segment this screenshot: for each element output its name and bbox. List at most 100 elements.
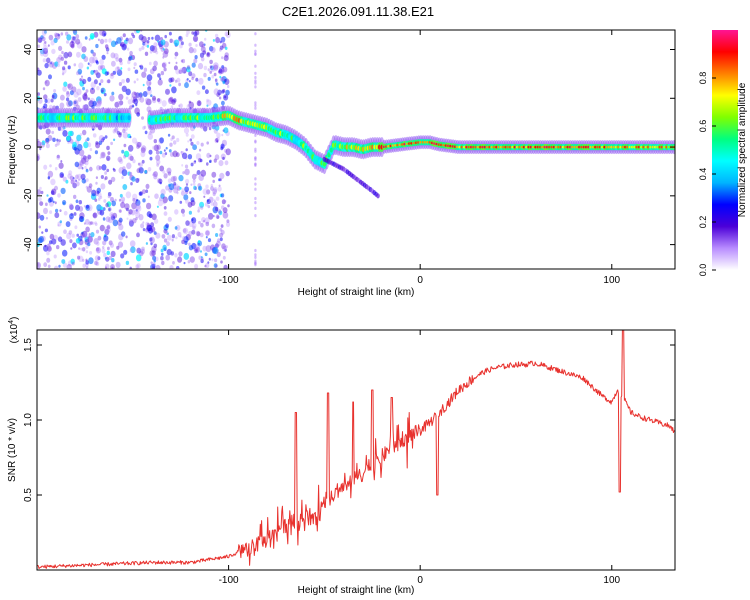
noise-speckle <box>254 79 257 83</box>
noise-speckle <box>81 75 83 78</box>
noise-speckle <box>215 214 220 220</box>
noise-speckle <box>220 229 225 235</box>
noise-speckle <box>222 255 226 260</box>
noise-speckle <box>184 164 189 169</box>
noise-speckle <box>162 196 168 204</box>
noise-speckle <box>194 248 198 253</box>
noise-speckle <box>108 216 113 224</box>
noise-speckle <box>104 176 108 180</box>
noise-speckle <box>198 158 202 163</box>
noise-speckle <box>190 200 196 206</box>
noise-speckle <box>159 137 165 144</box>
noise-speckle <box>65 221 71 228</box>
noise-speckle <box>77 97 82 102</box>
noise-speckle <box>215 82 219 86</box>
noise-speckle <box>104 44 109 49</box>
noise-speckle <box>185 148 188 152</box>
noise-speckle <box>186 66 191 73</box>
noise-speckle <box>212 214 215 218</box>
noise-speckle <box>155 232 161 239</box>
noise-speckle <box>63 210 68 216</box>
noise-speckle <box>121 85 127 93</box>
noise-speckle <box>213 128 218 134</box>
noise-speckle <box>47 170 54 178</box>
noise-speckle <box>159 165 165 172</box>
snr-series-line <box>37 330 675 569</box>
noise-speckle <box>82 129 87 136</box>
noise-speckle <box>146 224 152 232</box>
spectrogram-x-label: Height of straight line (km) <box>298 287 415 298</box>
noise-speckle <box>221 76 225 81</box>
noise-speckle <box>54 61 59 67</box>
noise-speckle <box>152 145 156 150</box>
noise-speckle <box>47 243 51 247</box>
noise-speckle <box>119 209 122 213</box>
noise-speckle <box>183 127 190 134</box>
noise-speckle <box>125 96 129 100</box>
noise-speckle <box>181 58 186 64</box>
noise-speckle <box>215 37 221 44</box>
noise-speckle <box>69 175 74 181</box>
noise-speckle <box>141 159 145 164</box>
noise-speckle <box>176 137 180 143</box>
noise-speckle <box>43 42 47 47</box>
noise-speckle <box>107 79 111 84</box>
noise-speckle <box>216 240 221 247</box>
noise-speckle <box>106 250 111 256</box>
noise-speckle <box>170 251 174 256</box>
colorbar: 0.0 0.2 0.4 0.6 0.8 Normalized spectral ampl… <box>698 30 748 276</box>
noise-speckle <box>203 65 208 71</box>
noise-speckle <box>184 186 190 193</box>
noise-speckle <box>82 86 85 91</box>
noise-speckle <box>212 247 219 255</box>
noise-speckle <box>59 172 64 178</box>
noise-speckle <box>98 82 102 86</box>
noise-speckle <box>90 49 94 54</box>
noise-speckle <box>82 94 88 102</box>
noise-speckle <box>223 127 229 134</box>
noise-speckle <box>101 89 104 93</box>
noise-speckle <box>66 232 72 240</box>
noise-speckle <box>66 34 72 41</box>
noise-speckle <box>169 38 173 43</box>
noise-speckle <box>58 45 63 52</box>
noise-speckle <box>86 66 90 70</box>
noise-speckle <box>78 255 84 262</box>
noise-speckle <box>170 105 174 109</box>
noise-speckle <box>254 177 257 181</box>
spectrogram-axes: -100 0 100 -40 -20 0 20 40 <box>23 30 675 286</box>
noise-speckle <box>87 62 90 65</box>
noise-speckle <box>167 178 172 183</box>
noise-speckle <box>169 152 174 157</box>
noise-speckle <box>207 261 210 264</box>
noise-speckle <box>151 36 154 40</box>
noise-speckle <box>129 155 134 161</box>
noise-speckle <box>209 160 211 163</box>
noise-speckle <box>149 236 155 244</box>
noise-speckle <box>93 238 99 245</box>
noise-speckle <box>102 136 106 141</box>
noise-speckle <box>70 179 75 185</box>
noise-speckle <box>254 201 257 205</box>
noise-speckle <box>186 104 190 108</box>
noise-speckle <box>46 194 49 197</box>
noise-speckle <box>94 150 98 155</box>
noise-speckle <box>209 70 212 74</box>
noise-speckle <box>54 201 57 205</box>
noise-speckle <box>101 54 106 60</box>
noise-speckle <box>223 94 229 101</box>
noise-speckle <box>37 141 42 147</box>
noise-speckle <box>83 141 89 149</box>
noise-speckle <box>142 91 148 97</box>
noise-speckle <box>181 188 184 192</box>
noise-speckle <box>179 235 182 238</box>
noise-speckle <box>182 235 187 242</box>
noise-speckle <box>94 190 100 197</box>
noise-speckle <box>194 30 200 36</box>
noise-speckle <box>191 218 194 222</box>
noise-speckle <box>40 51 45 57</box>
noise-speckle <box>163 228 168 234</box>
noise-speckle <box>47 264 51 268</box>
noise-speckle <box>106 51 109 55</box>
noise-speckle <box>115 57 119 62</box>
